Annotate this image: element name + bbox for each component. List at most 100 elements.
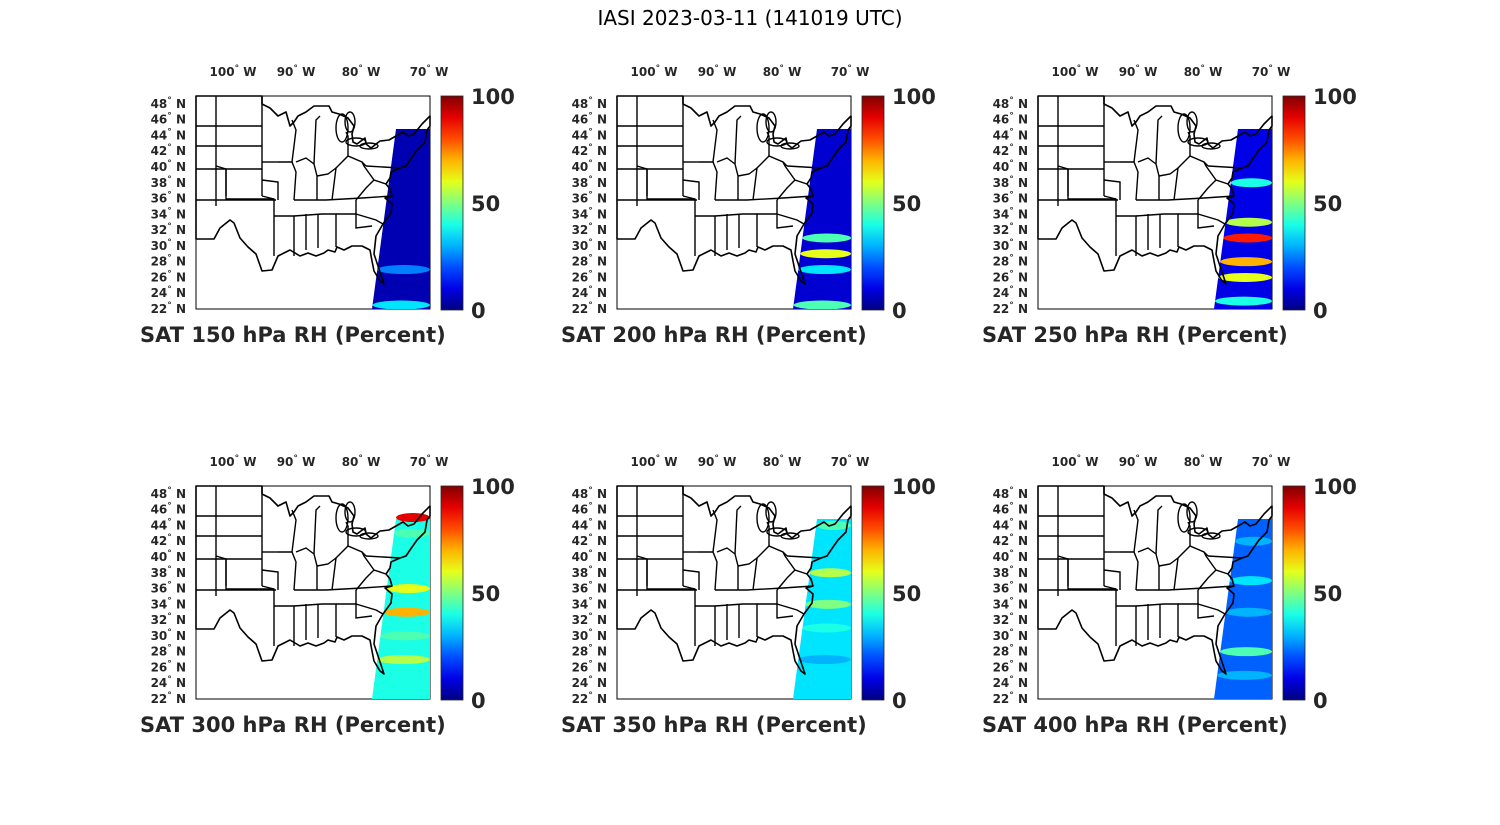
lat-tick-label: 28° N <box>572 644 607 659</box>
lat-tick-label: 26° N <box>993 269 1028 284</box>
map-svg: 100° W 90° W 80° W 70° W 48° N46° N44° N42° … <box>993 64 1357 323</box>
lon-tick-label: 100° W <box>1052 64 1099 79</box>
lat-tick-label: 38° N <box>993 175 1028 190</box>
map-panel: 100° W 90° W 80° W 70° W 48° N 46° N 44° N 42° … <box>561 64 961 375</box>
panel-title: SAT 350 hPa RH (Percent) <box>561 713 867 737</box>
lat-tick-label: 24° N <box>993 285 1028 300</box>
lat-tick-label: 26° N <box>151 269 186 284</box>
lat-tick-label: 46° N <box>572 112 607 127</box>
rh-band <box>1230 178 1272 188</box>
lat-tick-label: 30° N <box>572 238 607 253</box>
panel-title: SAT 300 hPa RH (Percent) <box>140 713 446 737</box>
lat-tick-label: 22° N <box>572 301 607 316</box>
map-svg: 100° W 90° W 80° W 70° W 48° N46° N44° N42° … <box>572 454 936 713</box>
rh-band <box>386 584 430 594</box>
lat-tick-label: 36° N <box>572 581 607 596</box>
state-boundaries <box>196 96 401 256</box>
lon-tick-label: 70° W <box>1252 454 1291 469</box>
lat-tick-label: 46° N <box>151 112 186 127</box>
lat-tick-label: 32° N <box>993 222 1028 237</box>
lat-tick-label: 42° N <box>151 143 186 158</box>
lat-tick-label: 38° N <box>993 565 1028 580</box>
us-outline <box>195 485 431 675</box>
colorbar-tick-label: 0 <box>1313 689 1328 713</box>
lat-tick-label: 22° N <box>572 691 607 706</box>
lat-tick-label: 48° N <box>993 96 1028 111</box>
colorbar-tick-label: 100 <box>471 475 515 499</box>
map-svg: 100° W 90° W 80° W 70° W 48° N46° N44° N42° … <box>151 64 515 323</box>
lat-tick-label: 34° N <box>151 596 186 611</box>
lat-tick-label: 42° N <box>151 533 186 548</box>
us-outline <box>616 485 852 675</box>
lat-tick-label: 22° N <box>151 301 186 316</box>
colorbar-tick-label: 50 <box>1313 192 1342 216</box>
lon-tick-label: 90° W <box>277 64 316 79</box>
lat-tick-label: 32° N <box>572 222 607 237</box>
lat-tick-label: 48° N <box>572 486 607 501</box>
lat-tick-label: 44° N <box>572 517 607 532</box>
rh-band <box>802 623 851 633</box>
rh-band <box>809 568 851 578</box>
lat-tick-label: 36° N <box>993 581 1028 596</box>
rh-swath <box>793 129 851 309</box>
colorbar <box>861 485 885 701</box>
lon-tick-label: 80° W <box>1184 454 1223 469</box>
lat-tick-label: 40° N <box>572 159 607 174</box>
lon-tick-label: 70° W <box>410 454 449 469</box>
lat-tick-label: 40° N <box>151 159 186 174</box>
rh-band <box>1218 272 1272 282</box>
lat-tick-label: 26° N <box>151 659 186 674</box>
lat-tick-label: 28° N <box>993 254 1028 269</box>
rh-band <box>377 265 430 275</box>
map-panel: 100° W 90° W 80° W 70° W 48° N 46° N 44° N 42° … <box>561 454 961 765</box>
lon-tick-label: 90° W <box>1119 454 1158 469</box>
colorbar-tick-label: 50 <box>471 582 500 606</box>
colorbar <box>861 95 885 311</box>
lat-tick-label: 46° N <box>993 502 1028 517</box>
lat-tick-label: 24° N <box>993 675 1028 690</box>
lat-tick-label: 32° N <box>993 612 1028 627</box>
lon-tick-label: 90° W <box>277 454 316 469</box>
lat-tick-label: 22° N <box>993 301 1028 316</box>
lat-tick-label: 42° N <box>993 533 1028 548</box>
state-boundaries <box>617 96 822 256</box>
lat-tick-label: 30° N <box>151 238 186 253</box>
rh-band <box>798 655 851 665</box>
lat-tick-label: 24° N <box>572 675 607 690</box>
map-svg: 100° W 90° W 80° W 70° W 48° N46° N44° N42° … <box>572 64 936 323</box>
lat-tick-label: 36° N <box>993 191 1028 206</box>
panel-title: SAT 150 hPa RH (Percent) <box>140 323 446 347</box>
rh-band <box>396 513 430 523</box>
lat-tick-label: 48° N <box>993 486 1028 501</box>
lon-tick-label: 100° W <box>210 64 257 79</box>
lat-tick-label: 44° N <box>993 127 1028 142</box>
rh-band <box>1235 536 1272 546</box>
lat-tick-label: 44° N <box>572 127 607 142</box>
lon-tick-label: 90° W <box>1119 64 1158 79</box>
lat-tick-label: 24° N <box>151 675 186 690</box>
lat-tick-label: 36° N <box>151 581 186 596</box>
lat-tick-label: 48° N <box>151 96 186 111</box>
colorbar-tick-label: 100 <box>892 475 936 499</box>
state-boundaries <box>617 486 822 646</box>
lat-tick-label: 28° N <box>151 644 186 659</box>
lat-tick-label: 32° N <box>151 222 186 237</box>
lat-tick-label: 40° N <box>151 549 186 564</box>
lat-tick-label: 28° N <box>151 254 186 269</box>
us-outline <box>1037 95 1273 285</box>
rh-band <box>798 265 851 275</box>
lon-tick-label: 80° W <box>1184 64 1223 79</box>
lat-tick-label: 40° N <box>572 549 607 564</box>
lat-tick-label: 48° N <box>572 96 607 111</box>
rh-swath <box>372 129 430 309</box>
lat-tick-label: 46° N <box>151 502 186 517</box>
lon-tick-label: 100° W <box>210 454 257 469</box>
map-panel: 100° W 90° W 80° W 70° W 48° N 46° N 44° N 42° … <box>982 454 1382 765</box>
lat-tick-label: 46° N <box>993 112 1028 127</box>
lat-tick-label: 46° N <box>572 502 607 517</box>
colorbar <box>440 485 464 701</box>
lat-tick-label: 34° N <box>572 596 607 611</box>
rh-band <box>1217 670 1272 680</box>
lon-tick-label: 70° W <box>1252 64 1291 79</box>
lat-tick-label: 36° N <box>151 191 186 206</box>
